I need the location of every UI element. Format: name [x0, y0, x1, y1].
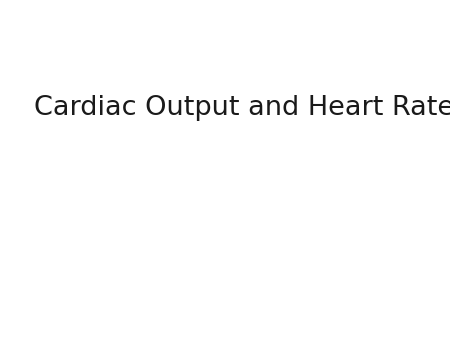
Text: Cardiac Output and Heart Rate: Cardiac Output and Heart Rate [34, 95, 450, 121]
